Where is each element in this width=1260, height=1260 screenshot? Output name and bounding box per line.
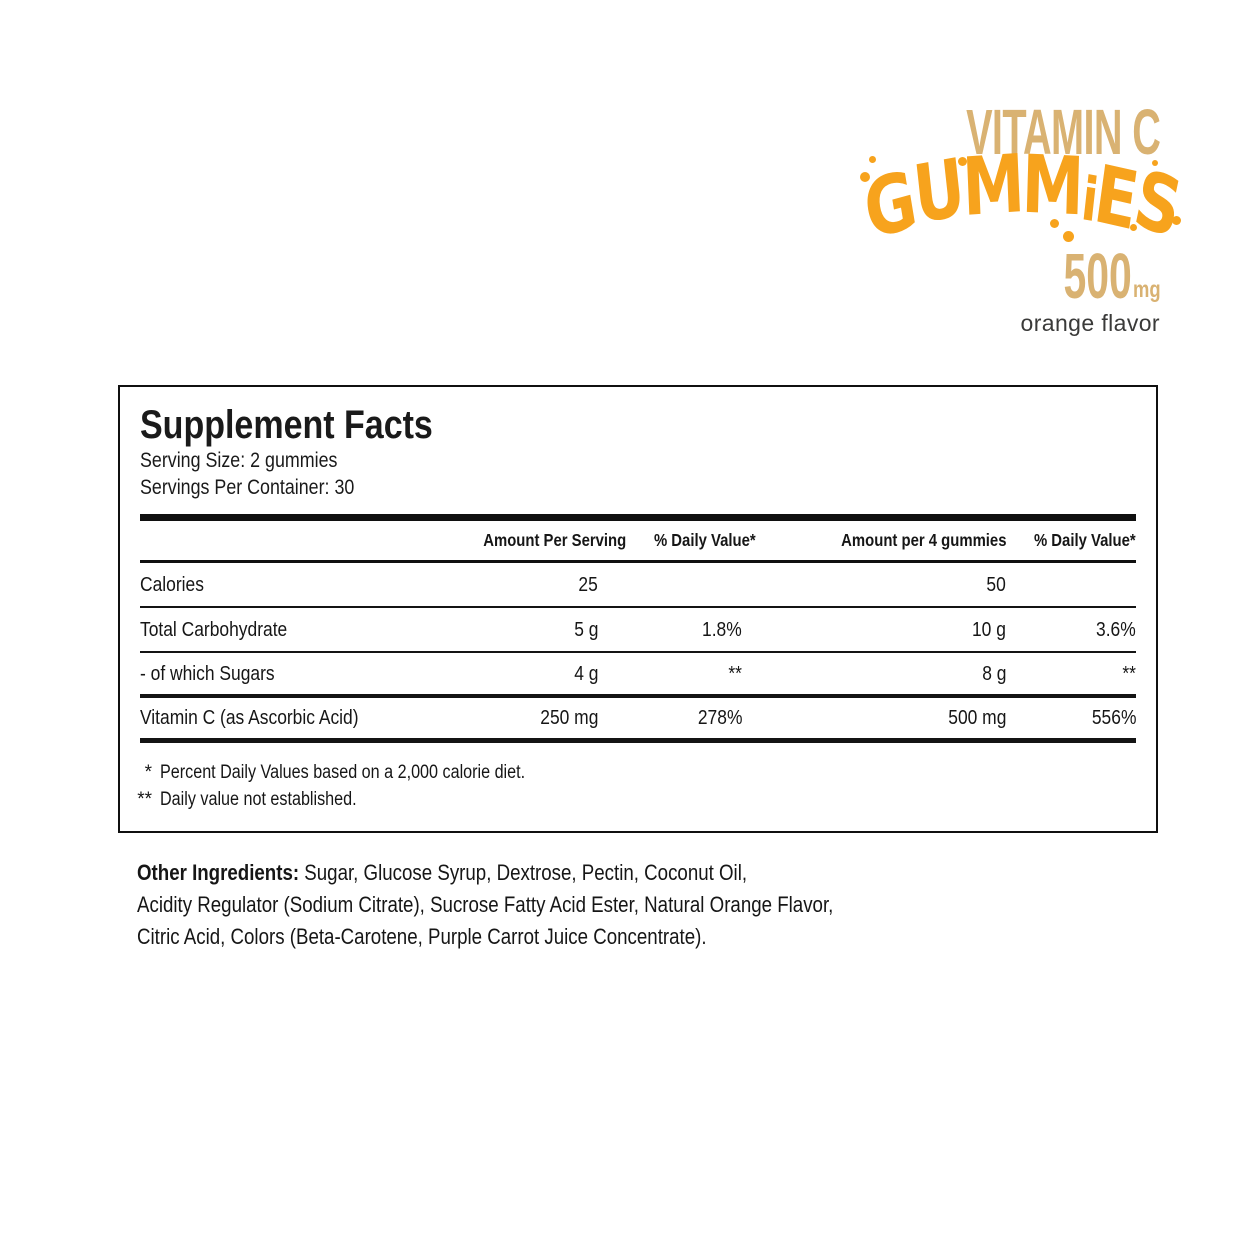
amount-per-4-value: 500 mg	[947, 706, 1006, 729]
splash-dot	[1008, 160, 1014, 166]
daily-value-serving-value: 278%	[697, 706, 742, 729]
header-amount-per-serving: Amount Per Serving	[483, 530, 626, 550]
splash-dot	[1130, 224, 1137, 231]
other-ingredients-label: Other Ingredients:	[137, 860, 300, 885]
splash-dot	[1050, 219, 1059, 228]
thick-divider	[140, 514, 1136, 521]
daily-value-4-value: **	[1122, 661, 1136, 685]
nutrient-name: Calories	[140, 572, 204, 596]
footnote-text: Daily value not established.	[160, 789, 357, 810]
nutrient-name: Total Carbohydrate	[140, 617, 288, 641]
daily-value-4-value	[1006, 573, 1136, 597]
daily-value-4-value: 556%	[1091, 706, 1136, 729]
product-line-text: VITAMIN C	[965, 96, 1161, 168]
wordmark-letter: M	[1020, 137, 1083, 234]
panel-title: Supplement Facts	[140, 403, 1136, 447]
other-ingredients-line: Other Ingredients: Sugar, Glucose Syrup,…	[137, 860, 748, 885]
flavor-text: orange flavor	[1020, 310, 1160, 336]
nutrient-name: - of which Sugars	[140, 661, 275, 685]
footnote-daily-values: * Percent Daily Values based on a 2,000 …	[128, 759, 1136, 786]
gummies-wordmark: G U M M i E S	[858, 137, 1187, 276]
amount-per-serving-value: 4 g	[573, 661, 598, 685]
footnote-marker: **	[137, 789, 152, 810]
splash-dot	[958, 157, 967, 166]
splash-dot	[860, 172, 870, 182]
splash-dot	[1063, 231, 1074, 242]
daily-value-serving-value: 1.8%	[702, 617, 742, 641]
serving-size: Serving Size: 2 gummies	[140, 449, 338, 472]
amount-per-serving-value: 250 mg	[539, 706, 598, 729]
splash-dot	[1172, 216, 1181, 225]
footnote-not-established: ** Daily value not established.	[128, 786, 1136, 813]
splash-dot	[1152, 160, 1158, 166]
panel-title-text: Supplement Facts	[140, 403, 433, 447]
footnote-marker: *	[144, 762, 152, 783]
table-row-total-carbohydrate: Total Carbohydrate 5 g 1.8% 10 g 3.6%	[140, 608, 1136, 653]
servings-per-container: Servings Per Container: 30	[140, 476, 355, 499]
amount-per-4-value: 10 g	[972, 617, 1006, 641]
table-row-sugars: - of which Sugars 4 g ** 8 g **	[140, 653, 1136, 698]
footnote-text: Percent Daily Values based on a 2,000 ca…	[160, 762, 526, 783]
other-ingredients-line: Acidity Regulator (Sodium Citrate), Sucr…	[137, 892, 834, 917]
other-ingredients: Other Ingredients: Sugar, Glucose Syrup,…	[137, 857, 1037, 953]
daily-value-serving-value: **	[728, 661, 742, 685]
header-daily-value-4: % Daily Value*	[1034, 530, 1136, 550]
wordmark-letter: M	[960, 137, 1024, 234]
footnotes: * Percent Daily Values based on a 2,000 …	[128, 759, 1136, 813]
daily-value-4-value: 3.6%	[1096, 617, 1136, 641]
splash-dot	[869, 156, 876, 163]
amount-per-4-value: 8 g	[981, 661, 1006, 685]
other-ingredients-line: Citric Acid, Colors (Beta-Carotene, Purp…	[137, 924, 707, 949]
table-header-row: Amount Per Serving % Daily Value* Amount…	[140, 521, 1136, 563]
wordmark-letters: G U M M i E S	[858, 137, 1187, 257]
daily-value-serving-value	[626, 573, 756, 597]
dosage: 500 mg	[1025, 240, 1167, 312]
header-amount-per-4-gummies: Amount per 4 gummies	[840, 530, 1006, 550]
product-line-title: VITAMIN C	[847, 96, 1161, 168]
header-daily-value-serving: % Daily Value*	[654, 530, 756, 550]
dosage-value: 500	[1063, 240, 1132, 312]
amount-per-serving-value: 25	[578, 572, 598, 596]
amount-per-serving-value: 5 g	[573, 617, 598, 641]
table-row-calories: Calories 25 50	[140, 563, 1136, 608]
nutrient-name: Vitamin C (as Ascorbic Acid)	[140, 706, 359, 729]
table-row-vitamin-c: Vitamin C (as Ascorbic Acid) 250 mg 278%…	[140, 698, 1136, 743]
amount-per-4-value: 50	[986, 572, 1006, 596]
dosage-unit: mg	[1132, 275, 1161, 302]
supplement-facts-panel: Supplement Facts Serving Size: 2 gummies…	[118, 385, 1158, 833]
